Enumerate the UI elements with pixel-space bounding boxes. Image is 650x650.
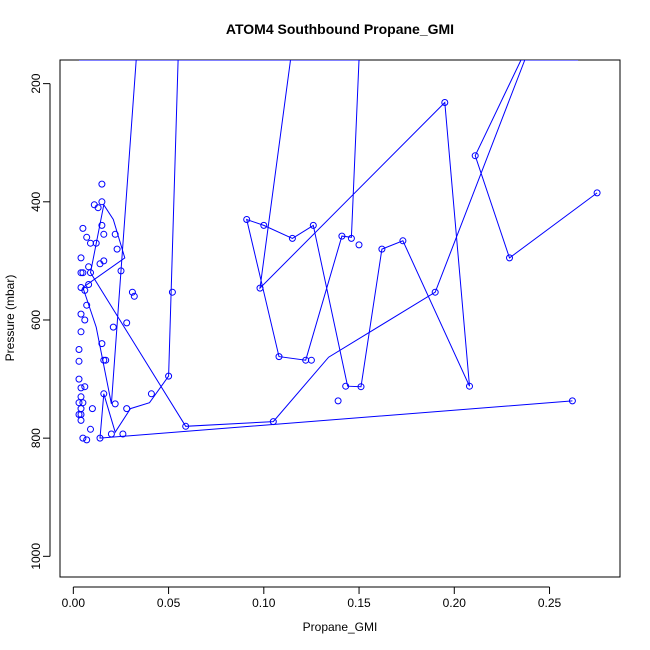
data-point (355, 241, 363, 249)
data-point (77, 310, 85, 318)
x-tick-label: 0.10 (252, 596, 276, 610)
data-point (83, 301, 91, 309)
plot-frame (59, 59, 621, 578)
data-point (256, 284, 264, 292)
x-tick-label: 0.00 (62, 596, 86, 610)
data-point (75, 346, 83, 353)
y-tick-label: 400 (29, 191, 43, 211)
y-tick-label: 1000 (29, 543, 43, 570)
data-point (182, 422, 190, 430)
data-point (302, 356, 310, 364)
data-point (288, 234, 296, 242)
x-tick-label: 0.15 (347, 596, 371, 610)
data-point (100, 390, 108, 398)
data-point (98, 221, 106, 229)
data-point (165, 372, 173, 380)
data-point (77, 284, 85, 291)
data-point (83, 436, 91, 444)
data-point (111, 400, 119, 408)
data-point (168, 288, 176, 296)
data-point (123, 319, 131, 327)
data-point (87, 239, 94, 247)
data-point (466, 382, 473, 390)
data-point (119, 430, 127, 438)
data-point (100, 356, 108, 364)
data-point (357, 383, 365, 391)
data-point (83, 233, 91, 241)
data-point (431, 288, 439, 296)
data-point (75, 411, 83, 418)
data-point (147, 390, 155, 398)
data-point (79, 224, 87, 232)
y-tick-label: 200 (29, 73, 43, 93)
data-point (77, 384, 85, 392)
data-point (334, 397, 342, 405)
data-point (338, 232, 346, 240)
data-point (98, 198, 106, 206)
data-point (275, 353, 283, 361)
y-tick-label: 600 (29, 310, 43, 330)
data-point (128, 288, 136, 296)
data-point (123, 405, 131, 413)
data-point (77, 416, 85, 424)
data-point (506, 254, 513, 262)
data-point (471, 152, 479, 160)
series-lines (79, 60, 598, 439)
data-points (75, 99, 601, 444)
series-line-2 (99, 60, 573, 439)
data-point (75, 375, 83, 383)
data-point (87, 425, 94, 433)
data-point (85, 281, 93, 288)
data-point (77, 269, 85, 277)
data-point (593, 189, 601, 197)
data-point (117, 267, 125, 275)
data-point (111, 230, 119, 238)
data-point (113, 245, 121, 253)
data-point (102, 356, 110, 364)
data-point (347, 234, 355, 242)
data-point (399, 237, 407, 245)
data-point (109, 323, 117, 331)
data-point (77, 393, 85, 401)
data-point (96, 260, 104, 268)
data-point (269, 418, 277, 426)
data-point (107, 430, 115, 438)
data-point (88, 405, 96, 413)
data-point (568, 397, 576, 405)
data-point (77, 254, 85, 262)
data-point (77, 328, 85, 336)
x-axis-title: Propane_GMI (303, 620, 378, 634)
data-point (98, 340, 106, 348)
data-point (243, 216, 251, 223)
y-axis: 200 400 600 800 1000 (29, 73, 51, 570)
data-point (79, 434, 87, 442)
data-point (77, 405, 85, 413)
data-point (81, 316, 89, 324)
series-line-1 (79, 60, 598, 427)
x-tick-label: 0.05 (157, 596, 181, 610)
data-point (90, 201, 98, 209)
data-point (309, 221, 317, 229)
data-point (96, 434, 104, 442)
data-point (342, 382, 350, 390)
data-point (130, 292, 138, 300)
y-tick-label: 800 (29, 428, 43, 448)
y-axis-title: Pressure (mbar) (3, 275, 17, 362)
data-point (98, 180, 106, 188)
data-point (79, 269, 87, 277)
data-point (75, 357, 83, 365)
data-point (378, 245, 386, 253)
data-point (85, 263, 93, 271)
x-tick-label: 0.20 (443, 596, 467, 610)
data-point (81, 383, 89, 391)
x-tick-label: 0.25 (538, 596, 562, 610)
data-point (307, 356, 315, 364)
x-axis: 0.00 0.05 0.10 0.15 0.20 0.25 (62, 586, 562, 610)
data-point (441, 99, 449, 106)
data-point (100, 230, 108, 238)
data-point (75, 399, 83, 407)
data-point (260, 221, 268, 229)
chart-title: ATOM4 Southbound Propane_GMI (226, 21, 454, 37)
